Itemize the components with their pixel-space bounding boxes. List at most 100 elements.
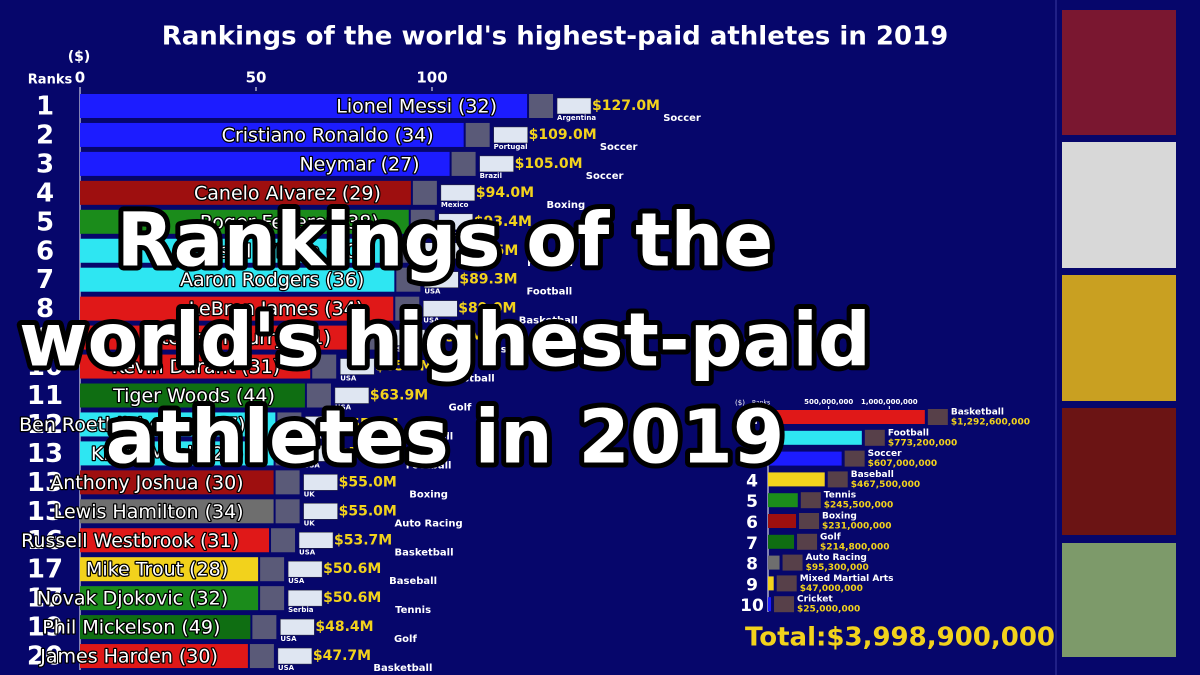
sport-label: Tennis: [546, 229, 582, 240]
sport-label: Boxing: [409, 489, 448, 500]
bar-name: Canelo Alvarez (29): [194, 182, 381, 204]
flag: [424, 242, 460, 259]
category-label: Boxing: [822, 512, 857, 522]
player-photo: [260, 557, 285, 582]
player-photo: [410, 209, 435, 234]
rank-label: 9: [746, 575, 758, 595]
overlay-title: athletes in 2019: [106, 395, 785, 481]
overlay-title: world's highest-paid: [19, 298, 871, 384]
sport-icon: [782, 554, 803, 571]
rank-label: 13: [27, 497, 63, 527]
photo: [1062, 10, 1176, 135]
bar: [80, 644, 248, 669]
player-photo: [465, 122, 490, 147]
bar: [80, 94, 528, 118]
bar-name: Lionel Messi (32): [336, 96, 497, 118]
sport-label: Golf: [448, 403, 472, 414]
rank-label: 4: [36, 178, 54, 208]
category-label: Football: [888, 428, 929, 438]
country-label: USA: [425, 259, 442, 267]
rank-label: 19: [27, 613, 63, 643]
rank-label: 7: [36, 265, 54, 295]
flag: [334, 387, 370, 404]
flag: [305, 416, 340, 433]
sport-label: Soccer: [586, 171, 624, 182]
country-label: USA: [304, 461, 321, 469]
bar-name: LeBron James (34): [189, 298, 363, 320]
sport-icon: [927, 409, 948, 425]
flag: [303, 445, 338, 462]
sport-icon: [774, 596, 795, 613]
bar-name: Roger Federer (38): [200, 211, 379, 233]
rank-label: 16: [27, 526, 63, 556]
sport-icon: [864, 429, 885, 446]
photo: [1062, 275, 1176, 401]
flag: [287, 560, 323, 578]
bar: [80, 557, 259, 582]
flag: [424, 271, 459, 288]
chart-title: Rankings of the world's highest-paid ath…: [162, 22, 949, 52]
rank-label: 20: [27, 642, 63, 672]
bar: [80, 354, 311, 379]
sport-label: Tennis: [395, 605, 431, 616]
bar-name: Stephen Curry (31): [149, 327, 331, 349]
bar-name: Kevin Durant (31): [112, 356, 280, 378]
bar-name: Russell Wilson (30): [185, 240, 365, 262]
rank-label: 3: [36, 149, 54, 179]
sport-label: Soccer: [663, 113, 701, 124]
flag: [556, 97, 592, 115]
category-label: Tennis: [824, 491, 856, 501]
country-label: USA: [278, 664, 295, 672]
value-label: $63.9M: [370, 388, 428, 404]
rank-label: 13: [27, 439, 63, 469]
country-label: UK: [304, 490, 316, 498]
photo: [1062, 142, 1176, 268]
bar-name: Russell Westbrook (31): [21, 530, 239, 552]
rank-label: 17: [27, 555, 63, 585]
y-axis-label: Ranks: [752, 400, 770, 407]
sport-label: Basketball: [519, 316, 578, 327]
player-photo: [529, 94, 554, 118]
value-label: $89.5M: [460, 243, 518, 259]
country-label: Argentina: [557, 114, 596, 122]
player-photo: [275, 470, 300, 495]
value-label: $89.3M: [459, 272, 517, 288]
value-label: $231,000,000: [822, 522, 891, 532]
rank-label: 13: [27, 468, 63, 498]
bar: [768, 534, 795, 549]
category-label: Mixed Martial Arts: [800, 574, 894, 584]
sport-icon: [776, 575, 797, 592]
bar-name: Anthony Joshua (30): [50, 472, 243, 494]
bar: [768, 597, 772, 612]
bar-name: Ben Roethlisberger (37): [19, 414, 245, 436]
sport-label: Boxing: [547, 200, 586, 211]
country-label: USA: [299, 548, 316, 556]
rank-label: 5: [36, 207, 54, 237]
bar: [768, 493, 798, 508]
bar: [80, 209, 409, 234]
bar: [80, 470, 274, 495]
flag: [303, 503, 338, 520]
rank-label: 2: [746, 430, 758, 450]
value-label: $25,000,000: [797, 605, 860, 615]
sport-label: Football: [526, 287, 572, 298]
value-label: $94.0M: [476, 185, 534, 201]
bar: [80, 499, 274, 524]
flag: [493, 126, 528, 144]
bar-name: Tiger Woods (44): [112, 385, 275, 407]
rank-label: 8: [36, 294, 54, 324]
player-photo: [312, 354, 337, 379]
value-label: $109.0M: [529, 127, 597, 143]
player-photo: [260, 586, 285, 611]
flag: [303, 474, 338, 491]
player-photo: [275, 441, 300, 466]
x-tick-label: 0: [75, 69, 85, 87]
flag: [277, 647, 313, 665]
bar: [80, 615, 251, 640]
player-photo: [252, 615, 277, 640]
rank-label: 6: [36, 236, 54, 266]
bar: [768, 472, 825, 487]
value-label: $95,300,000: [806, 563, 869, 573]
player-photo: [395, 296, 420, 321]
